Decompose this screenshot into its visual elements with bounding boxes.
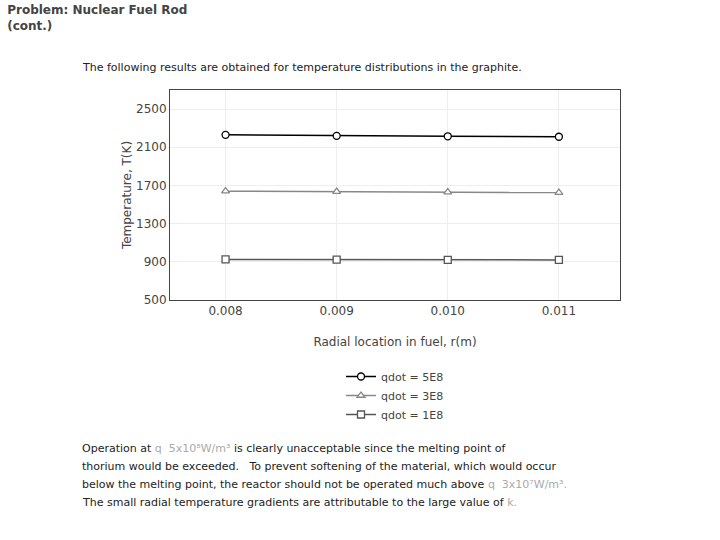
svg-text:Radial location in fuel, r(m): Radial location in fuel, r(m) [313,335,476,349]
svg-text:The following results are obta: The following results are obtained for t… [82,61,522,74]
svg-text:qdot = 3E8: qdot = 3E8 [381,390,443,403]
svg-text:below the melting point, the r: below the melting point, the reactor sho… [82,478,567,491]
svg-text:2100: 2100 [136,140,167,154]
svg-text:500: 500 [144,293,167,307]
svg-text:Operation at q 5x10⁸W/m³ is c: Operation at q 5x10⁸W/m³ is clearly unac… [82,442,507,455]
svg-text:900: 900 [144,255,167,269]
svg-text:0.008: 0.008 [208,304,242,318]
svg-text:qdot = 5E8: qdot = 5E8 [381,371,443,384]
svg-text:1300: 1300 [136,217,167,231]
svg-text:0.010: 0.010 [431,304,465,318]
svg-text:Temperature, T(K): Temperature, T(K) [120,141,134,250]
svg-text:qdot = 1E8: qdot = 1E8 [381,409,443,422]
svg-text:1700: 1700 [136,179,167,193]
svg-text:thorium would be exceeded. T: thorium would be exceeded. To prevent so… [82,460,556,473]
svg-text:The small radial temperature g: The small radial temperature gradients a… [82,496,517,509]
svg-text:0.009: 0.009 [319,304,353,318]
svg-text:Problem: Nuclear Fuel Rod(cont: Problem: Nuclear Fuel Rod(cont.) [7,3,187,33]
svg-text:0.011: 0.011 [542,304,576,318]
svg-text:2500: 2500 [136,102,167,116]
